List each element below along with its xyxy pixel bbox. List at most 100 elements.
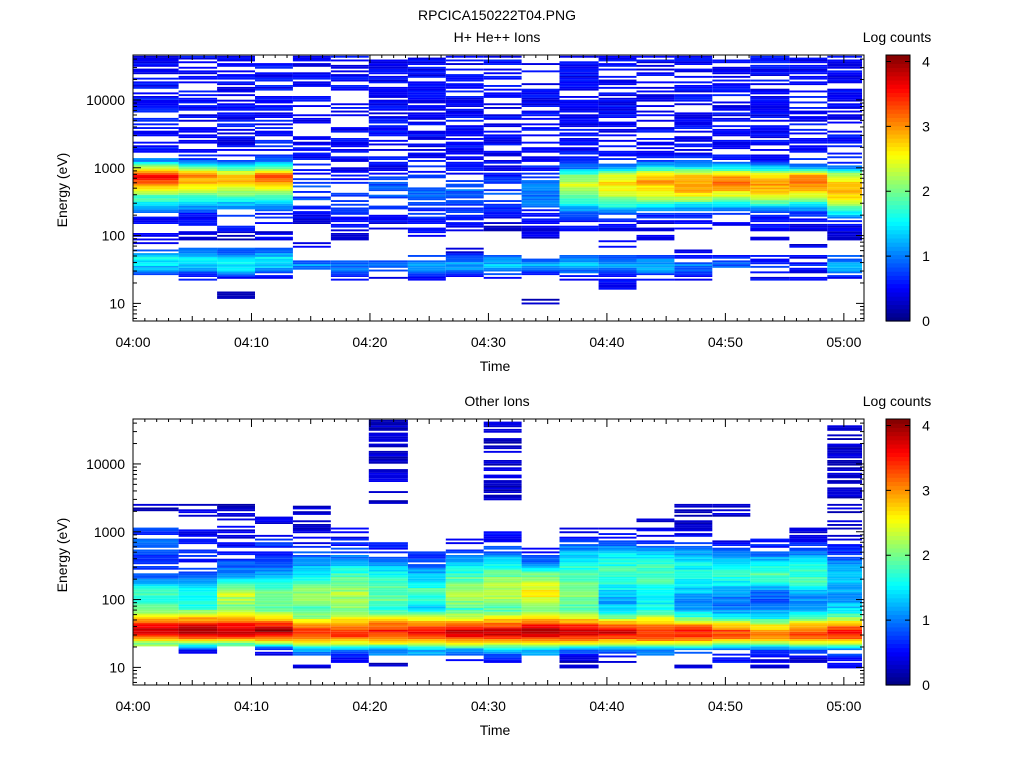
heatmap-cell <box>712 593 751 596</box>
heatmap-cell <box>750 659 790 662</box>
heatmap-cell <box>636 576 675 579</box>
heatmap-cell <box>217 587 255 590</box>
heatmap-cell <box>521 202 560 204</box>
heatmap-cell <box>330 657 369 660</box>
heatmap-cell <box>407 586 446 588</box>
heatmap-cell <box>636 629 675 632</box>
colorbar-swatch <box>886 639 910 645</box>
heatmap-cell <box>521 613 560 616</box>
heatmap-cell <box>636 172 675 175</box>
heatmap-cell <box>636 582 675 585</box>
heatmap-cell <box>445 229 484 232</box>
heatmap-cell <box>559 256 599 259</box>
heatmap-cell <box>750 114 790 117</box>
heatmap-cell <box>368 584 408 587</box>
heatmap-cell <box>445 86 484 89</box>
heatmap-cell <box>217 269 255 272</box>
heatmap-cell <box>636 174 675 177</box>
heatmap-cell <box>712 575 751 577</box>
heatmap-cell <box>789 624 828 627</box>
heatmap-cell <box>217 525 255 528</box>
heatmap-cell <box>674 651 713 654</box>
heatmap-cell <box>255 551 293 554</box>
heatmap-cell <box>407 68 446 71</box>
heatmap-cell <box>827 496 862 499</box>
heatmap-cell <box>483 573 522 576</box>
heatmap-cell <box>483 650 522 652</box>
colorbar-swatch <box>886 117 910 123</box>
colorbar-tick-label: 3 <box>922 482 930 498</box>
heatmap-cell <box>636 187 675 190</box>
heatmap-cell <box>255 154 293 157</box>
x-tick-label: 04:30 <box>471 698 506 714</box>
heatmap-cell <box>789 110 828 113</box>
heatmap-cell <box>521 551 560 554</box>
heatmap-cell <box>483 450 522 453</box>
heatmap-cell <box>674 85 713 87</box>
heatmap-cell <box>178 514 218 517</box>
heatmap-cell <box>712 174 751 177</box>
heatmap-cell <box>827 662 862 665</box>
heatmap-cell <box>827 88 862 91</box>
heatmap-cell <box>178 163 218 166</box>
heatmap-cell <box>133 622 179 625</box>
heatmap-cell <box>827 573 862 576</box>
heatmap-cell <box>133 271 179 274</box>
heatmap-cell <box>521 229 560 232</box>
heatmap-cell <box>483 461 522 464</box>
heatmap-cell <box>750 83 790 86</box>
heatmap-cell <box>598 567 637 570</box>
heatmap-cell <box>217 635 255 638</box>
heatmap-cell <box>827 481 862 484</box>
heatmap-cell <box>255 163 293 166</box>
heatmap-cell <box>178 222 218 224</box>
heatmap-cell <box>559 110 599 113</box>
heatmap-cell <box>368 218 408 221</box>
heatmap-cell <box>483 553 522 556</box>
heatmap-cell <box>712 185 751 188</box>
heatmap-cell <box>255 127 293 129</box>
heatmap-cell <box>407 66 446 69</box>
heatmap-cell <box>674 575 713 577</box>
heatmap-cell <box>636 138 675 140</box>
heatmap-cell <box>789 223 828 226</box>
heatmap-cell <box>598 633 637 636</box>
colorbar-swatch <box>886 75 910 81</box>
colorbar-tick-label: 0 <box>922 313 930 329</box>
heatmap-cell <box>217 544 255 546</box>
heatmap-cell <box>292 81 331 84</box>
heatmap-cell <box>368 183 408 186</box>
heatmap-cell <box>559 81 599 84</box>
heatmap-cell <box>255 275 293 277</box>
heatmap-cell <box>368 617 408 619</box>
heatmap-cell <box>636 608 675 610</box>
heatmap-cell <box>712 648 751 651</box>
heatmap-cell <box>598 280 637 283</box>
heatmap-cell <box>330 103 369 106</box>
heatmap-cell <box>368 194 408 197</box>
heatmap-cell <box>750 216 790 219</box>
heatmap-cell <box>827 438 862 440</box>
heatmap-cell <box>750 650 790 652</box>
heatmap-cell <box>636 183 675 186</box>
heatmap-cell <box>483 567 522 570</box>
heatmap-cell <box>598 223 637 226</box>
heatmap-cell <box>217 509 255 512</box>
heatmap-cell <box>255 542 293 545</box>
heatmap-cell <box>674 578 713 581</box>
heatmap-cell <box>445 161 484 164</box>
heatmap-cell <box>712 542 751 545</box>
heatmap-cell <box>217 571 255 574</box>
heatmap-cell <box>330 538 369 541</box>
heatmap-cell <box>598 551 637 554</box>
heatmap-cell <box>292 575 331 577</box>
heatmap-cell <box>368 207 408 210</box>
heatmap-cell <box>750 613 790 616</box>
heatmap-cell <box>217 624 255 627</box>
heatmap-cell <box>407 595 446 598</box>
heatmap-cell <box>827 180 862 182</box>
colorbar-swatch <box>886 163 910 168</box>
heatmap-cell <box>712 509 751 512</box>
heatmap-cell <box>407 165 446 168</box>
heatmap-cell <box>636 72 675 75</box>
